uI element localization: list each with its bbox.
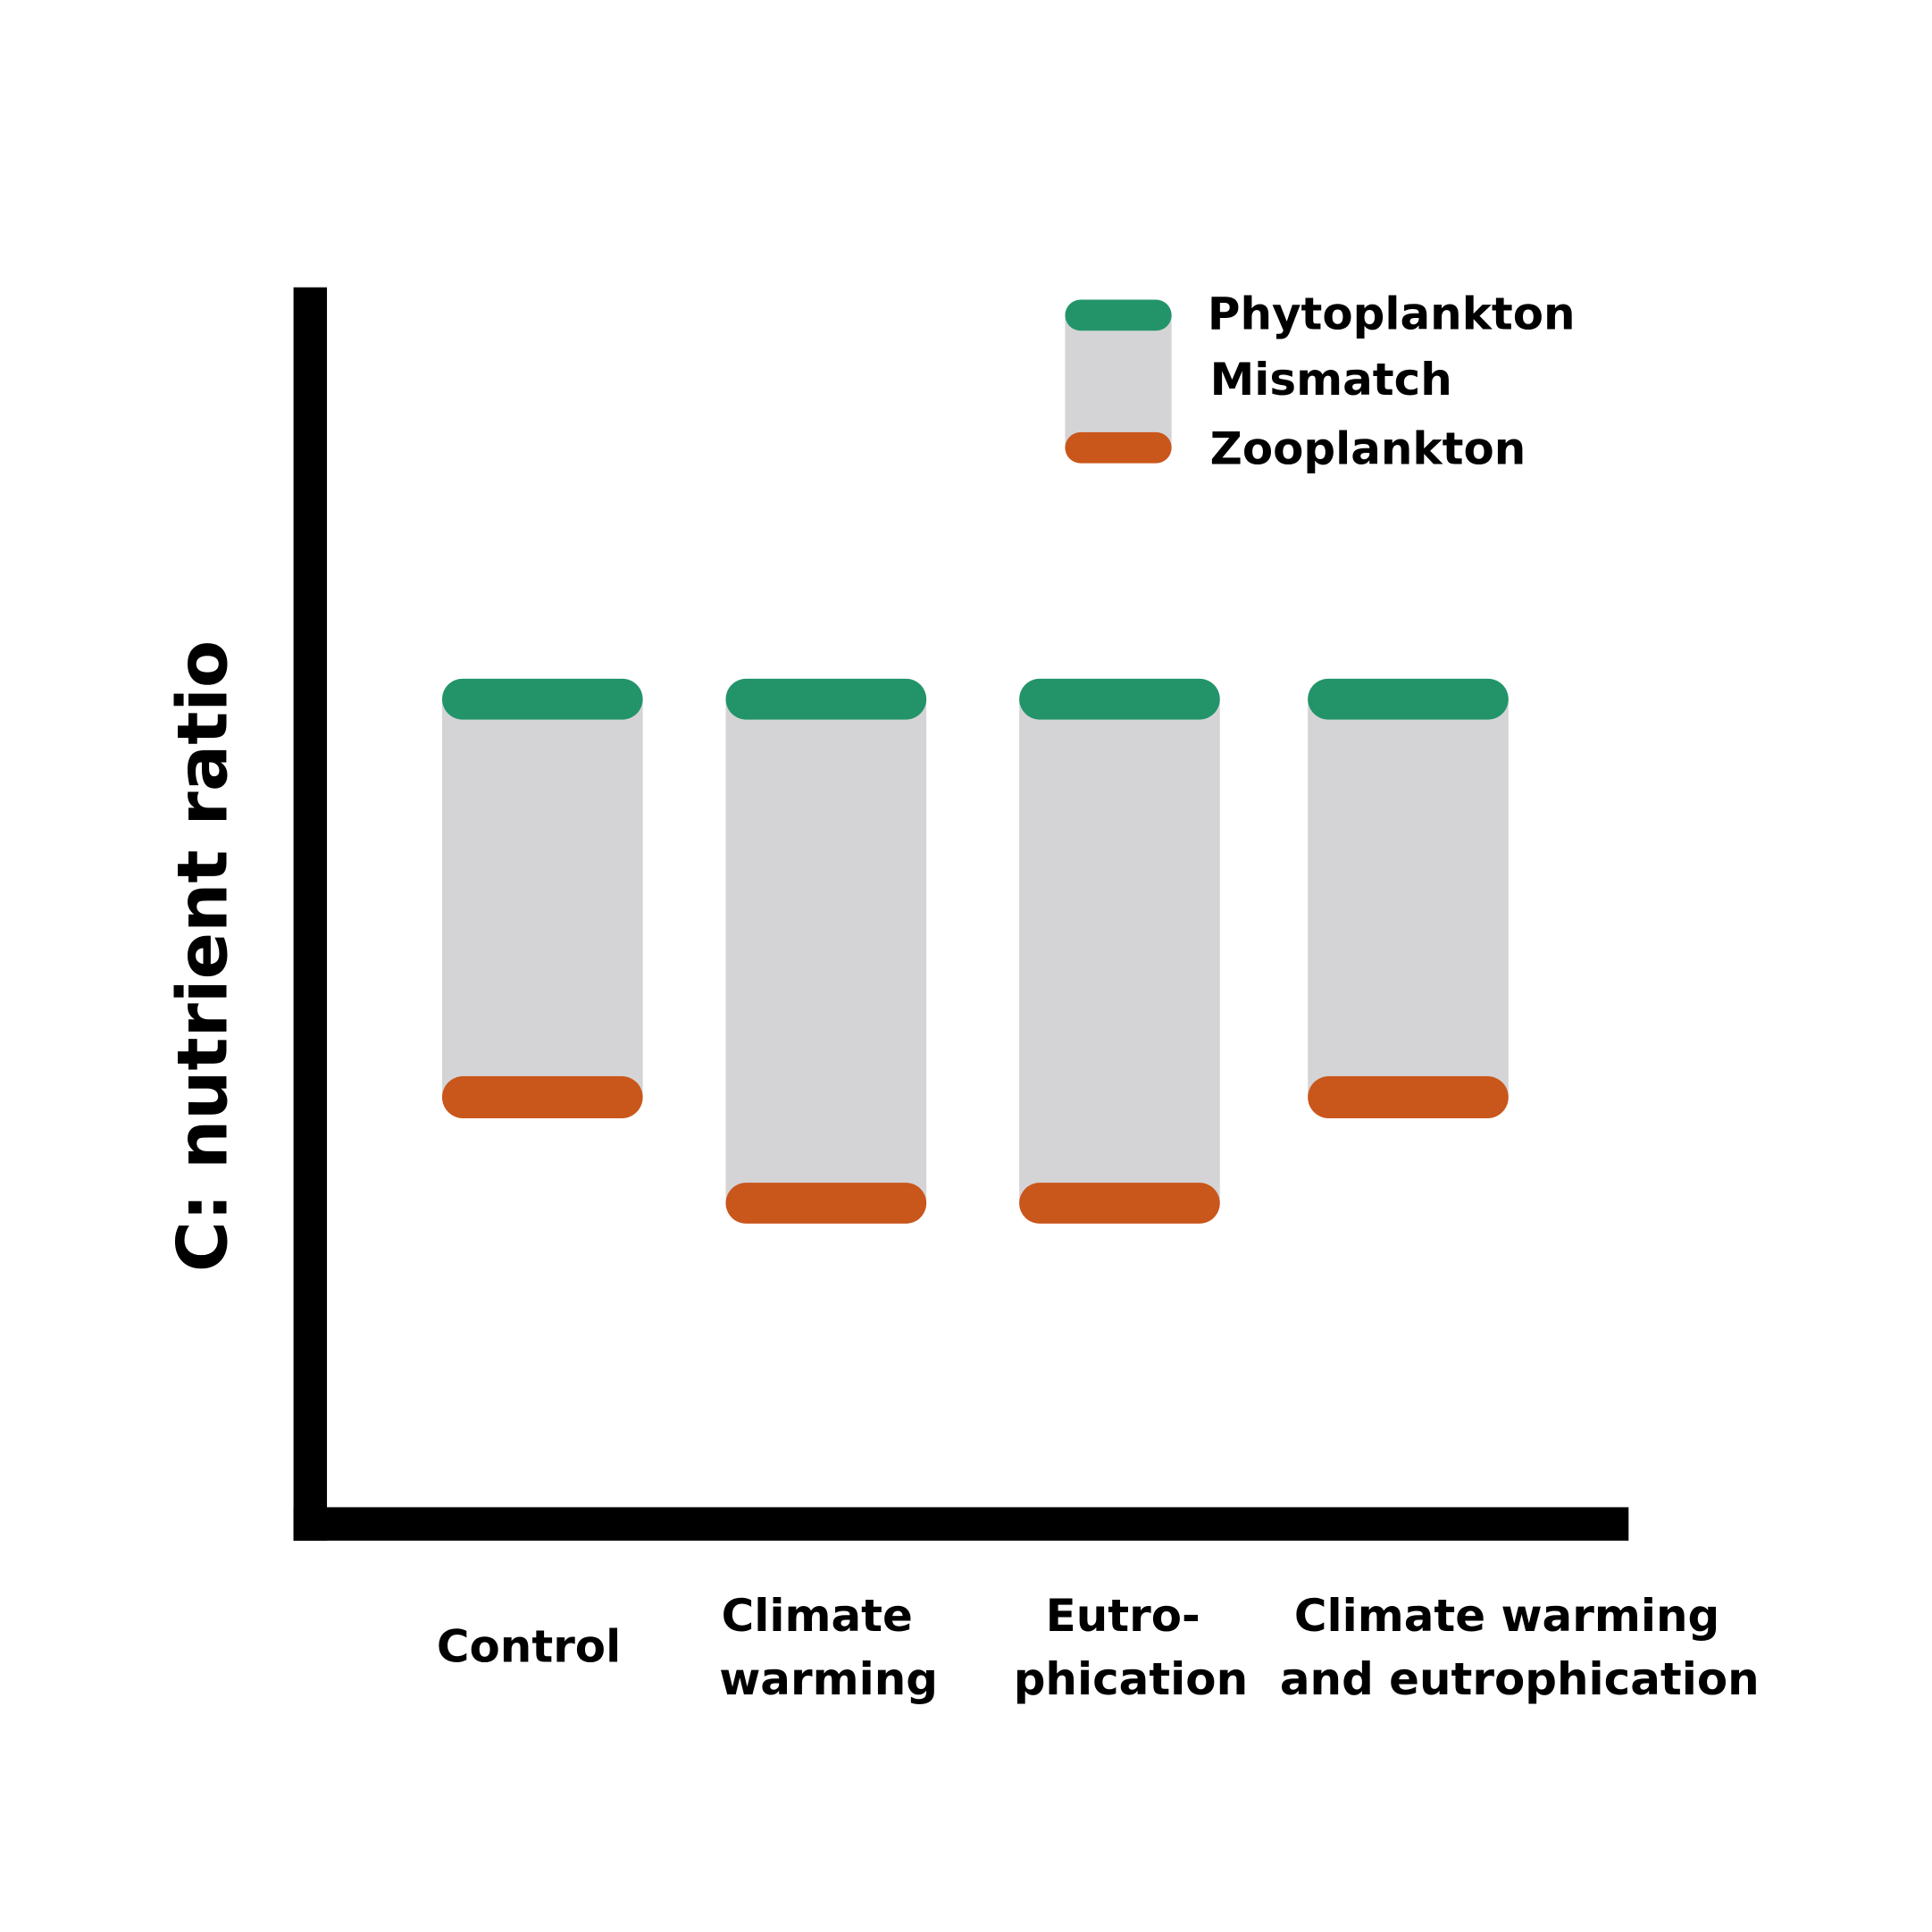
- zooplankton-bar: [441, 1075, 643, 1119]
- category-label: Eutro- phication: [1014, 1590, 1248, 1705]
- legend-swatch-mismatch: [1065, 314, 1172, 448]
- phytoplankton-bar: [1019, 678, 1220, 720]
- mismatch-range: [1019, 698, 1220, 1203]
- legend-label: Mismatch: [1210, 354, 1452, 406]
- category-label: Control: [437, 1621, 621, 1673]
- category-label-line: phication: [1014, 1653, 1248, 1705]
- category-label-line: warming: [719, 1653, 938, 1705]
- zooplankton-bar: [1019, 1183, 1220, 1224]
- y-axis: [293, 287, 328, 1541]
- category-label: Climate warming and eutrophication: [1280, 1590, 1760, 1705]
- x-axis: [293, 1507, 1629, 1541]
- legend-label: Phytoplankton: [1208, 288, 1576, 339]
- zooplankton-bar: [1308, 1075, 1509, 1119]
- legend-swatch-zooplankton: [1065, 431, 1172, 464]
- y-axis-label: C: nutrient ratio: [163, 640, 244, 1272]
- legend-label: Zooplankton: [1210, 423, 1526, 475]
- mismatch-range: [441, 698, 643, 1098]
- mismatch-range: [725, 698, 927, 1203]
- phytoplankton-bar: [725, 678, 927, 720]
- phytoplankton-bar: [441, 678, 643, 720]
- category-label-line: and eutrophication: [1280, 1653, 1760, 1705]
- category-label-line: Climate: [722, 1590, 913, 1642]
- category-label: Climate warming: [719, 1590, 938, 1705]
- category-label-line: Climate warming: [1294, 1590, 1719, 1642]
- legend-swatch-phytoplankton: [1065, 299, 1172, 331]
- mismatch-range: [1308, 698, 1509, 1098]
- phytoplankton-bar: [1308, 678, 1509, 720]
- zooplankton-bar: [725, 1183, 927, 1224]
- category-label-line: Control: [437, 1621, 621, 1673]
- category-label-line: Eutro-: [1046, 1590, 1200, 1642]
